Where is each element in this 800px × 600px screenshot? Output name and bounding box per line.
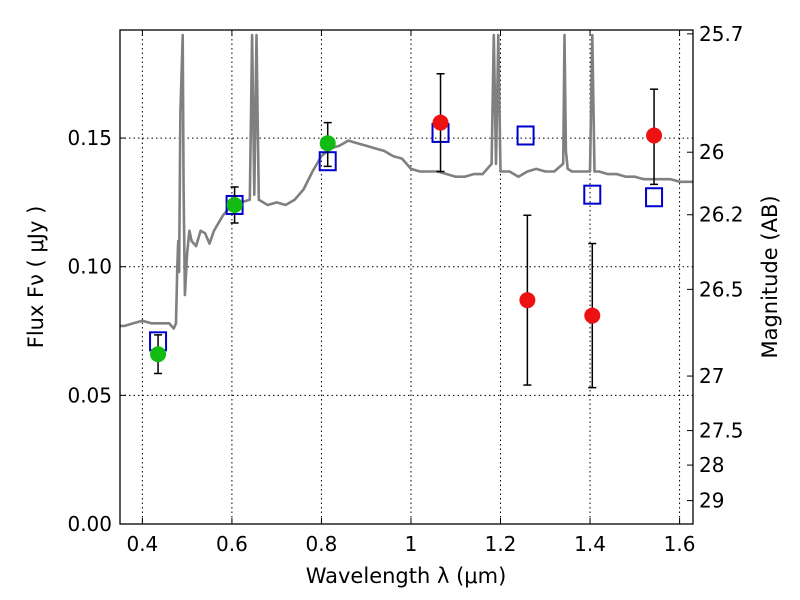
x-tick-label: 0.6 bbox=[216, 532, 248, 556]
photometry-point bbox=[584, 307, 601, 324]
photometry-point bbox=[150, 346, 167, 363]
model-point bbox=[516, 125, 535, 146]
axes-layer: 0.4 0.6 0.8 1 1.2 1.4 1.6 0.00 0.05 0.10 0.15 25.7 2… bbox=[67, 22, 743, 556]
plot-area bbox=[120, 33, 693, 389]
photometry-point bbox=[432, 114, 449, 131]
y2-axis-label: Magnitude (AB) bbox=[758, 195, 782, 358]
marker-layer bbox=[149, 72, 664, 389]
y2-tick-label: 26.5 bbox=[699, 277, 744, 301]
photometry-point bbox=[519, 292, 536, 309]
x-tick-label: 0.8 bbox=[306, 532, 338, 556]
photometry-point bbox=[646, 127, 663, 144]
y-tick-label: 0.00 bbox=[67, 512, 112, 536]
y-tick-label: 0.05 bbox=[67, 383, 112, 407]
photometry-point bbox=[319, 135, 336, 152]
y-tick-label: 0.15 bbox=[67, 126, 112, 150]
y2-tick-label: 27.5 bbox=[699, 419, 744, 443]
x-tick-label: 1 bbox=[405, 532, 418, 556]
y2-tick-label: 25.7 bbox=[699, 22, 744, 46]
series-layer bbox=[120, 33, 693, 330]
x-tick-label: 1.4 bbox=[574, 532, 606, 556]
grid-layer bbox=[120, 30, 693, 524]
photometry-point bbox=[226, 196, 243, 213]
y-tick-label: 0.10 bbox=[67, 255, 112, 279]
y2-tick-label: 29 bbox=[699, 489, 724, 513]
y-axis-label: Flux Fν ( μJy ) bbox=[24, 206, 48, 349]
x-tick-label: 0.4 bbox=[126, 532, 158, 556]
x-tick-label: 1.2 bbox=[485, 532, 517, 556]
model-point bbox=[645, 187, 664, 208]
x-tick-label: 1.6 bbox=[664, 532, 696, 556]
spectrum-line bbox=[120, 33, 693, 330]
y2-tick-label: 27 bbox=[699, 364, 724, 388]
model-point bbox=[583, 184, 602, 205]
x-axis-label: Wavelength λ (μm) bbox=[306, 564, 507, 588]
y2-tick-label: 26.2 bbox=[699, 203, 744, 227]
y2-tick-label: 28 bbox=[699, 453, 724, 477]
y2-tick-label: 26 bbox=[699, 140, 724, 164]
plot-frame bbox=[119, 29, 694, 525]
